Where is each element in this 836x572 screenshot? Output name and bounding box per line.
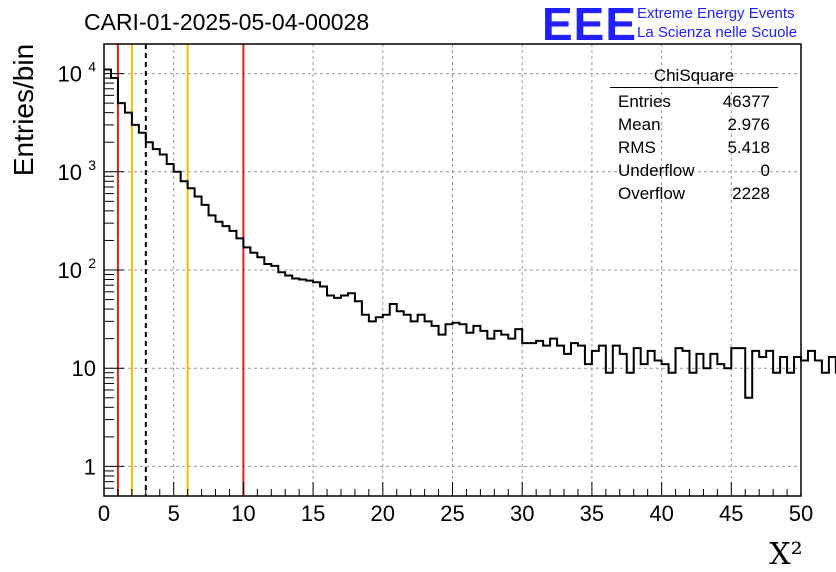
y-tick-exponent: 3 xyxy=(88,157,96,173)
axis-ticks: 0 5 10 15 20 25 30 35 40 45 50 1 10 10 2 10 3 10 4 xyxy=(58,43,813,526)
stats-row: RMS 5.418 xyxy=(610,136,778,159)
stats-row: Mean 2.976 xyxy=(610,113,778,136)
y-tick-exponent: 4 xyxy=(88,59,96,75)
eee-logo: EEE xyxy=(542,0,638,50)
x-tick-label: 50 xyxy=(789,501,813,526)
stats-value: 46377 xyxy=(722,92,770,111)
stats-value: 2228 xyxy=(732,184,770,203)
stats-row: Overflow 2228 xyxy=(610,182,778,205)
y-tick-label: 10 xyxy=(72,356,96,381)
stats-value: 0 xyxy=(760,161,770,180)
x-tick-label: 15 xyxy=(301,501,325,526)
x-tick-label: 35 xyxy=(580,501,604,526)
y-tick-label: 10 xyxy=(58,160,82,185)
logo-text: Extreme Energy Events La Scienza nelle S… xyxy=(637,4,797,42)
stats-value: 2.976 xyxy=(727,115,770,134)
x-axis-label: X² xyxy=(769,537,802,572)
logo-line-2: La Scienza nelle Scuole xyxy=(637,24,798,41)
stats-row: Underflow 0 xyxy=(610,159,778,182)
y-tick-label: 1 xyxy=(84,454,96,479)
x-tick-label: 0 xyxy=(98,501,110,526)
x-tick-label: 25 xyxy=(440,501,464,526)
y-axis-label: Entries/bin xyxy=(8,44,39,176)
x-tick-label: 30 xyxy=(510,501,534,526)
x-tick-label: 20 xyxy=(371,501,395,526)
stats-row: Entries 46377 xyxy=(610,90,778,113)
stats-value: 5.418 xyxy=(727,138,770,157)
y-tick-label: 10 xyxy=(58,62,82,87)
chart-title: CARI-01-2025-05-04-00028 xyxy=(84,9,370,35)
stats-label: Overflow xyxy=(618,184,686,203)
stats-label: RMS xyxy=(618,138,656,157)
x-tick-label: 10 xyxy=(231,501,255,526)
stats-label: Underflow xyxy=(618,161,695,180)
x-tick-label: 5 xyxy=(168,501,180,526)
stats-label: Entries xyxy=(618,92,671,111)
stats-label: Mean xyxy=(618,115,661,134)
stats-title: ChiSquare xyxy=(610,66,778,88)
stats-box: ChiSquare Entries 46377 Mean 2.976 RMS 5… xyxy=(610,66,778,205)
x-tick-label: 45 xyxy=(719,501,743,526)
y-tick-exponent: 2 xyxy=(88,255,96,271)
grid xyxy=(104,44,801,496)
logo-line-1: Extreme Energy Events xyxy=(637,5,795,22)
y-tick-label: 10 xyxy=(58,258,82,283)
x-tick-label: 40 xyxy=(649,501,673,526)
